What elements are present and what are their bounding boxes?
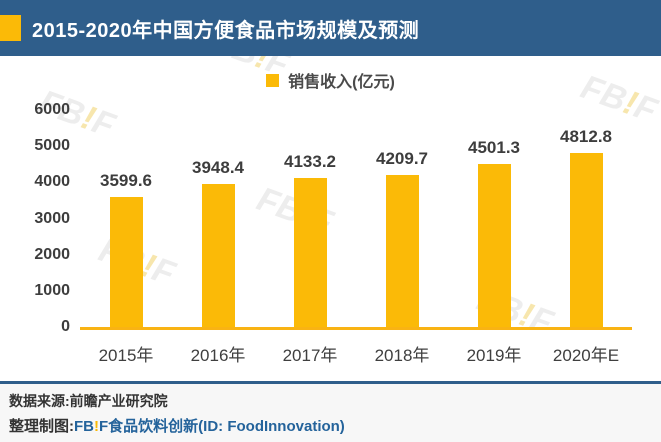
y-tick-label: 1000 bbox=[34, 281, 70, 299]
bar-column-2015年: 3599.6 bbox=[80, 171, 172, 327]
bar-value-label: 4501.3 bbox=[468, 138, 520, 158]
x-tick-label: 2019年 bbox=[466, 346, 522, 365]
bar-column-2019年: 4501.3 bbox=[448, 138, 540, 327]
legend-label: 销售收入(亿元) bbox=[288, 74, 395, 91]
brand-exclamation: ! bbox=[94, 418, 99, 435]
x-axis: 2015年 2016年 2017年 2018年 2019年 2020年E bbox=[80, 341, 632, 366]
y-tick-label: 2000 bbox=[34, 245, 70, 263]
bar-column-2020年E: 4812.8 bbox=[540, 127, 632, 327]
chart-title: 2015-2020年中国方便食品市场规模及预测 bbox=[32, 19, 420, 42]
bar bbox=[385, 174, 419, 327]
x-tick-label: 2015年 bbox=[98, 346, 154, 365]
credit-text: 整理制图:FB!F食品饮料创新(ID: FoodInnovation) bbox=[9, 415, 661, 436]
bar-value-label: 3599.6 bbox=[100, 170, 152, 190]
y-tick-label: 3000 bbox=[34, 209, 70, 227]
y-tick-label: 0 bbox=[61, 318, 70, 335]
x-tick-label: 2016年 bbox=[190, 346, 246, 365]
brand-f: F bbox=[99, 418, 109, 435]
legend-color-swatch bbox=[266, 73, 280, 87]
bar-column-2018年: 4209.7 bbox=[356, 149, 448, 327]
watermark-text: F bbox=[629, 87, 661, 131]
x-tick-label: 2018年 bbox=[374, 346, 430, 365]
brand-fb: FB bbox=[74, 418, 94, 435]
bar-column-2017年: 4133.2 bbox=[264, 151, 356, 327]
footer-bar: 数据来源:前瞻产业研究院 整理制图:FB!F食品饮料创新(ID: FoodInn… bbox=[0, 381, 661, 442]
bar bbox=[477, 164, 511, 327]
credit-prefix: 整理制图: bbox=[9, 418, 74, 435]
bar-value-label: 4209.7 bbox=[376, 148, 428, 168]
x-tick-label: 2020年E bbox=[552, 346, 620, 365]
bar-value-label: 4812.8 bbox=[560, 126, 612, 146]
data-source-text: 数据来源:前瞻产业研究院 bbox=[9, 393, 168, 409]
bar-column-2016年: 3948.4 bbox=[172, 158, 264, 327]
plot-area: 3599.6 3948.4 4133.2 4209.7 4501.3 4812.8 bbox=[80, 110, 632, 330]
x-tick-label: 2017年 bbox=[282, 346, 338, 365]
header-bar: 2015-2020年中国方便食品市场规模及预测 bbox=[0, 0, 661, 56]
bar bbox=[201, 184, 235, 327]
y-tick-label: 5000 bbox=[34, 137, 70, 155]
title-accent-square bbox=[0, 15, 21, 41]
y-axis: 0 1000 2000 3000 4000 5000 6000 bbox=[0, 101, 70, 335]
bar-value-label: 4133.2 bbox=[284, 151, 336, 171]
y-tick-label: 6000 bbox=[34, 101, 70, 118]
bar bbox=[293, 177, 327, 327]
chart-legend: 销售收入(亿元) bbox=[0, 70, 661, 91]
bar bbox=[569, 152, 603, 327]
brand-suffix: 食品饮料创新(ID: FoodInnovation) bbox=[108, 418, 345, 435]
bar-value-label: 3948.4 bbox=[192, 158, 244, 178]
bar-columns: 3599.6 3948.4 4133.2 4209.7 4501.3 4812.8 bbox=[80, 110, 632, 327]
bar bbox=[109, 196, 143, 327]
y-tick-label: 4000 bbox=[34, 173, 70, 191]
